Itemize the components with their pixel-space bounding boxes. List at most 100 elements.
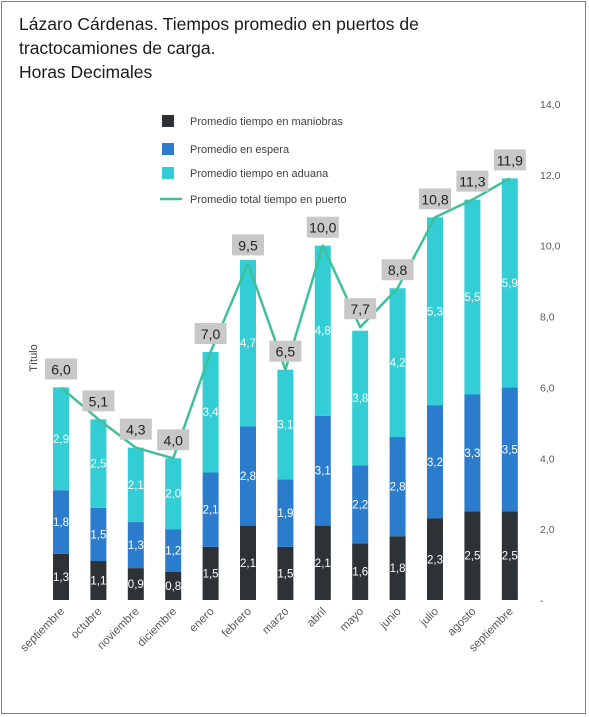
bar-segment-label: 2,5 xyxy=(90,459,106,471)
y-tick-label: 2,0 xyxy=(540,524,555,536)
total-label-box xyxy=(82,390,115,412)
legend-label: Promedio en espera xyxy=(190,144,290,156)
x-tick-label: diciembre xyxy=(136,606,180,650)
bar-segment-label: 2,1 xyxy=(128,480,144,492)
bar-segment xyxy=(240,525,256,600)
bar-segment xyxy=(90,561,107,600)
x-tick-label: enero xyxy=(187,606,216,635)
bar-segment xyxy=(427,405,443,519)
bar-segment xyxy=(53,553,69,600)
legend-swatch xyxy=(162,143,174,155)
y-axis-title: Título xyxy=(28,344,40,372)
bar-segment-label: 5,3 xyxy=(427,306,443,318)
bar-segment-label: 2,1 xyxy=(203,505,219,517)
bar-segment xyxy=(464,199,481,395)
bar-segment xyxy=(127,522,144,569)
bar-segment-label: 0,9 xyxy=(128,579,144,591)
bar-segment xyxy=(501,178,518,388)
y-tick-label: 12,0 xyxy=(540,170,561,182)
total-label: 10,8 xyxy=(421,191,448,207)
bar-segment-label: 2,1 xyxy=(315,558,331,570)
legend-label: Promedio total tiempo en puerto xyxy=(190,194,347,206)
total-label-box xyxy=(306,216,339,238)
bar-segment-label: 3,1 xyxy=(315,466,331,478)
total-label: 6,5 xyxy=(276,344,296,360)
total-label: 9,5 xyxy=(238,237,258,253)
bar-segment xyxy=(427,217,443,406)
bar-segment xyxy=(165,529,182,572)
bar-segment xyxy=(277,479,294,547)
total-label-box xyxy=(232,234,264,256)
bar-segment xyxy=(90,419,107,508)
bar-segment xyxy=(165,571,182,600)
bar-segment xyxy=(202,352,219,473)
bar-segment xyxy=(240,259,256,427)
bar-segment xyxy=(127,568,144,600)
x-tick-label: junio xyxy=(377,606,403,632)
bar-segment-label: 2,8 xyxy=(240,471,256,483)
bar-segment-label: 1,3 xyxy=(128,540,144,552)
bar-segment-label: 1,5 xyxy=(203,568,219,580)
x-tick-label: mayo xyxy=(338,606,366,634)
total-label: 7,7 xyxy=(350,301,370,317)
bar-segment-label: 1,6 xyxy=(352,567,368,579)
total-label-box xyxy=(119,418,152,440)
bar-segment xyxy=(464,511,481,600)
total-label-box xyxy=(157,429,190,451)
total-line xyxy=(60,177,511,460)
total-label-box xyxy=(419,188,451,210)
total-label: 8,8 xyxy=(388,262,408,278)
bar-segment xyxy=(277,369,294,480)
chart-title: Lázaro Cárdenas. Tiempos promedio en pue… xyxy=(19,12,439,84)
bar-segment xyxy=(352,330,369,466)
bar-segment-label: 3,1 xyxy=(277,420,293,432)
bar-segment xyxy=(90,507,107,562)
chart-title-line-1: Lázaro Cárdenas. Tiempos promedio en pue… xyxy=(19,14,419,34)
bar-segment xyxy=(202,546,219,600)
bar-segment-label: 1,3 xyxy=(53,572,69,584)
bar-segment-label: 3,2 xyxy=(427,457,443,469)
total-label: 5,1 xyxy=(89,393,109,409)
x-tick-label: abril xyxy=(305,606,329,630)
x-tick-label: febrero xyxy=(220,606,254,640)
bar-segment xyxy=(314,415,331,526)
bar-segment xyxy=(352,465,369,544)
bar-segment xyxy=(165,458,182,530)
bar-segment xyxy=(314,525,331,600)
bar-segment xyxy=(53,490,69,554)
bar-segment xyxy=(389,536,406,600)
bar-segment-label: 1,8 xyxy=(390,563,406,575)
total-label: 11,9 xyxy=(497,152,523,168)
bar-segment xyxy=(427,518,443,600)
bar-segment-label: 1,5 xyxy=(90,529,106,541)
bar-segment xyxy=(202,472,219,547)
total-label-box xyxy=(381,259,414,281)
y-tick-label: - xyxy=(540,595,544,607)
bar-segment-label: 2,3 xyxy=(427,554,443,566)
bar-segment-label: 1,8 xyxy=(53,517,69,529)
bar-segment-label: 2,5 xyxy=(502,551,518,563)
bar-segment-label: 2,0 xyxy=(165,489,181,501)
bar-segment xyxy=(352,543,369,600)
legend-swatch xyxy=(162,167,174,179)
bar-segment-label: 1,5 xyxy=(277,568,293,580)
total-label-box xyxy=(456,170,489,192)
total-label: 4,3 xyxy=(126,422,146,438)
bar-segment-label: 3,4 xyxy=(203,407,220,419)
bar-segment-label: 1,2 xyxy=(165,545,181,557)
total-label-box xyxy=(45,358,77,380)
bar-segment-label: 5,5 xyxy=(464,292,480,304)
y-tick-label: 10,0 xyxy=(540,241,561,253)
bar-segment xyxy=(501,387,518,512)
x-tick-label: marzo xyxy=(260,606,291,637)
bar-segment-label: 2,5 xyxy=(464,551,480,563)
bar-segment-label: 2,1 xyxy=(240,558,256,570)
bar-segment-label: 3,3 xyxy=(464,448,480,460)
legend-swatch xyxy=(162,115,174,127)
bar-segment xyxy=(389,288,406,438)
total-label: 10,0 xyxy=(309,220,336,236)
bar-segment xyxy=(240,426,256,526)
bar-segment-label: 3,8 xyxy=(352,393,368,405)
bar-segment xyxy=(53,387,69,491)
